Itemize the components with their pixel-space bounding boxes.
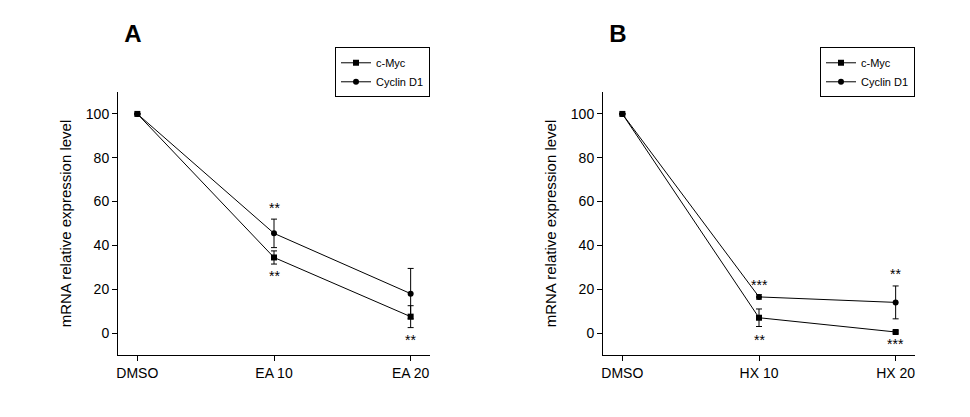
svg-text:DMSO: DMSO [601,365,643,381]
svg-text:A: A [124,20,141,47]
svg-text:***: *** [751,277,768,293]
svg-text:HX 10: HX 10 [740,365,779,381]
svg-text:DMSO: DMSO [116,365,158,381]
svg-text:80: 80 [94,150,110,166]
svg-text:40: 40 [579,237,595,253]
svg-text:c-Myc: c-Myc [861,57,891,69]
svg-text:B: B [609,20,626,47]
svg-text:**: ** [405,332,416,348]
svg-text:***: *** [887,336,904,352]
svg-text:60: 60 [579,193,595,209]
svg-text:**: ** [269,200,280,216]
svg-text:100: 100 [86,106,110,122]
svg-text:c-Myc: c-Myc [376,57,406,69]
svg-text:mRNA relative expression level: mRNA relative expression level [542,120,559,328]
svg-text:EA 10: EA 10 [255,365,293,381]
svg-text:**: ** [269,268,280,284]
svg-text:Cyclin D1: Cyclin D1 [861,76,908,88]
svg-text:Cyclin D1: Cyclin D1 [376,76,423,88]
svg-text:20: 20 [94,281,110,297]
svg-text:HX 20: HX 20 [876,365,915,381]
svg-text:0: 0 [586,325,594,341]
svg-text:40: 40 [94,237,110,253]
svg-text:80: 80 [579,150,595,166]
svg-text:100: 100 [571,106,595,122]
svg-text:EA 20: EA 20 [392,365,430,381]
svg-text:60: 60 [94,193,110,209]
svg-text:mRNA relative expression level: mRNA relative expression level [57,120,74,328]
svg-text:20: 20 [579,281,595,297]
svg-text:**: ** [890,266,901,282]
svg-text:0: 0 [101,325,109,341]
svg-text:**: ** [754,332,765,348]
